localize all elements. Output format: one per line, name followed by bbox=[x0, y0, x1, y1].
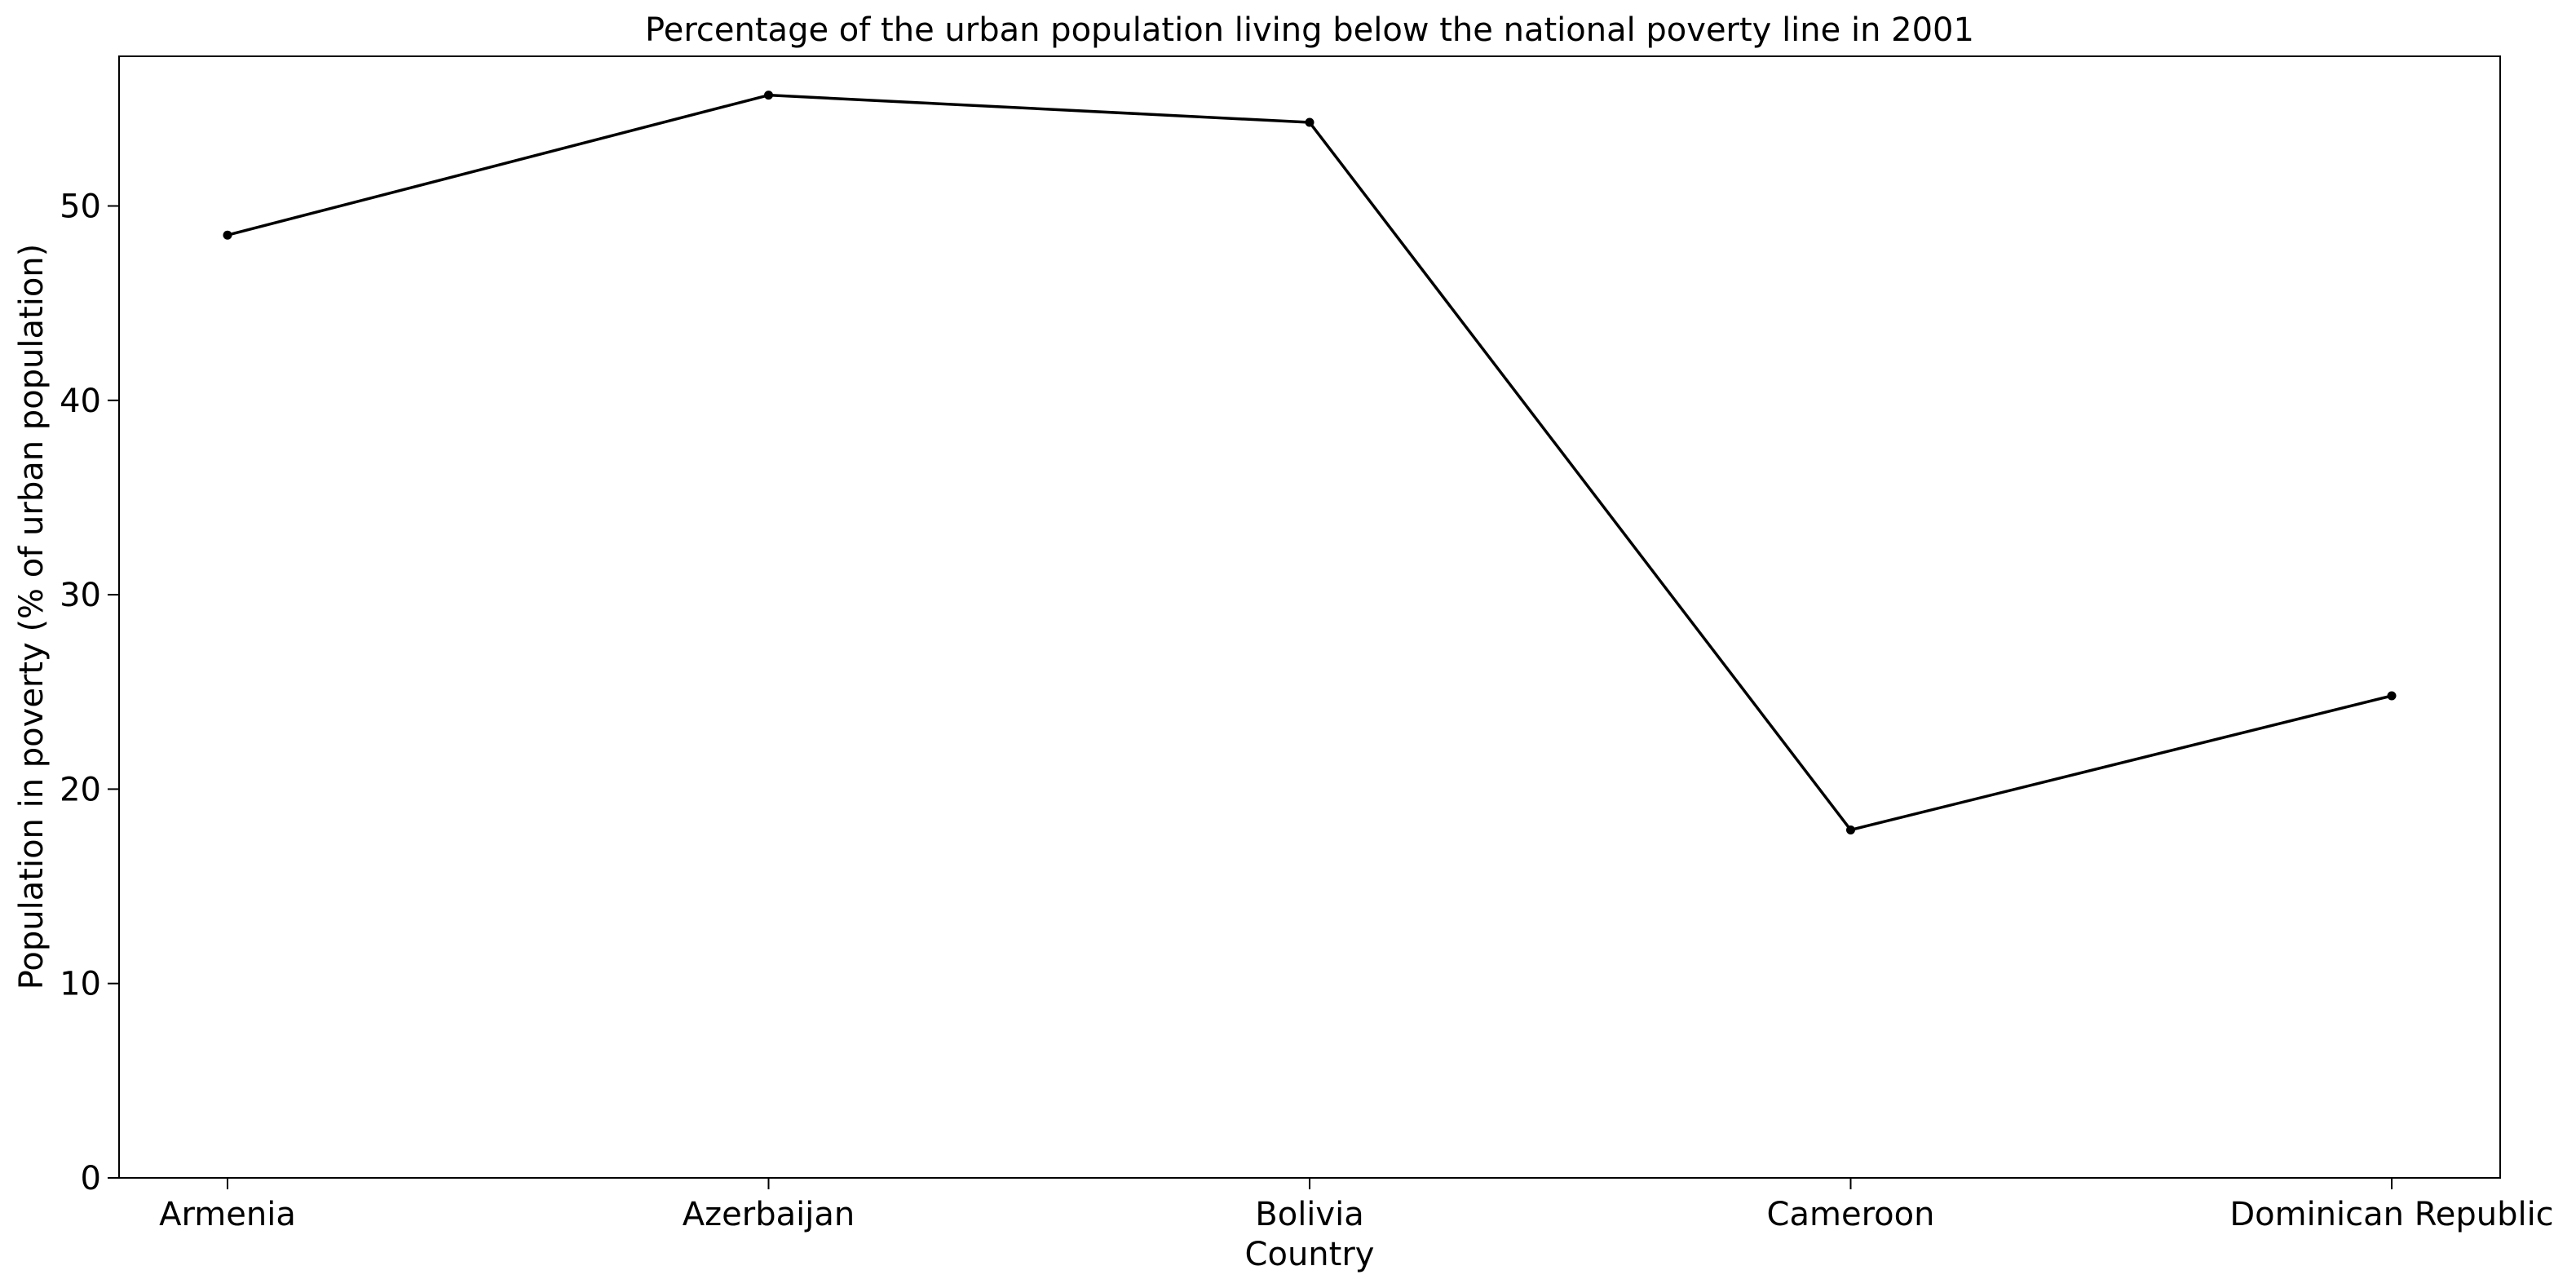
chart-title: Percentage of the urban population livin… bbox=[645, 11, 1974, 49]
plot-area: 0 10 20 30 40 50 Armenia Azerbaijan Bolivia Camer… bbox=[60, 55, 2554, 1233]
y-tick-label: 20 bbox=[60, 771, 101, 808]
data-point bbox=[1305, 117, 1315, 127]
x-tick-label: Cameroon bbox=[1767, 1196, 1935, 1233]
data-point bbox=[2387, 691, 2397, 701]
data-point bbox=[764, 91, 773, 100]
y-tick-label: 10 bbox=[60, 966, 101, 1003]
x-tick-label: Azerbaijan bbox=[683, 1196, 855, 1233]
y-tick-label: 50 bbox=[60, 188, 101, 225]
y-tick-label: 40 bbox=[60, 383, 101, 420]
x-axis-label: Country bbox=[1245, 1236, 1375, 1273]
y-tick-label: 0 bbox=[81, 1160, 101, 1197]
data-point bbox=[223, 230, 232, 240]
data-point bbox=[1846, 825, 1855, 834]
x-tick-label: Bolivia bbox=[1255, 1196, 1363, 1233]
y-tick-label: 30 bbox=[60, 577, 101, 614]
x-tick-label: Dominican Republic bbox=[2229, 1196, 2553, 1233]
x-tick-label: Armenia bbox=[159, 1196, 296, 1233]
y-axis-label: Population in poverty (% of urban popula… bbox=[13, 244, 51, 990]
